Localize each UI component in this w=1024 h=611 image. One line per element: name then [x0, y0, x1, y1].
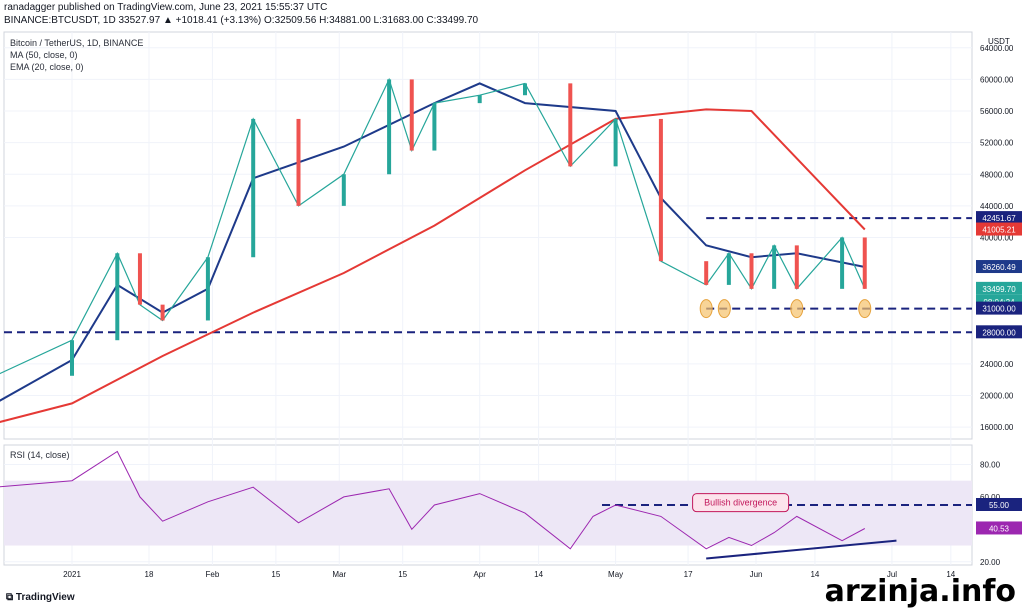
tv-brand: TradingView: [15, 592, 75, 603]
x-tick-label: Feb: [206, 570, 220, 579]
price-candle: [205, 257, 210, 321]
price-y-tick: 52000.00: [980, 139, 1014, 148]
price-candle: [794, 245, 799, 289]
price-candle: [70, 340, 74, 376]
series-ma-line: [0, 108, 866, 423]
x-tick-label: 14: [946, 570, 955, 579]
y-axis: 64000.00 60000.00 56000.00 52000.00 48000.00…: [980, 44, 1014, 567]
price-candle: [409, 79, 414, 151]
price-candle: [115, 253, 120, 341]
series-price-line: [0, 77, 866, 375]
rsi-band: [4, 480, 972, 546]
x-tick-label: 18: [145, 570, 154, 579]
x-tick-label: Jun: [750, 570, 763, 579]
price-candle: [726, 253, 731, 285]
currency-label: USDT: [988, 37, 1010, 46]
tag-rsi: 40.53: [989, 524, 1010, 533]
legend-ma: MA (50, close, 0): [10, 50, 78, 60]
price-y-tick: 56000.00: [980, 107, 1014, 116]
tag-resistance: 42451.67: [982, 214, 1016, 223]
price-candle: [296, 118, 301, 206]
price-candle: [523, 83, 527, 96]
tag-ma-bg: [976, 222, 1022, 236]
price-pane: [3, 31, 973, 440]
price-candle: [772, 245, 777, 289]
x-tick-label: 17: [684, 570, 693, 579]
price-y-tick: 16000.00: [980, 423, 1014, 432]
tag-price: 33499.70: [982, 285, 1016, 294]
rsi-y-tick: 80.00: [980, 460, 1001, 469]
x-tick-label: May: [608, 570, 623, 579]
tag-ma: 41005.21: [982, 226, 1016, 235]
price-y-tick: 64000.00: [980, 44, 1014, 53]
tag-support: 31000.00: [982, 305, 1016, 314]
price-candle: [432, 103, 437, 151]
x-tick-label: 2021: [63, 570, 81, 579]
x-tick-label: 14: [534, 570, 543, 579]
price-candle: [568, 83, 573, 167]
price-candle: [613, 118, 618, 167]
tag-ema-bg: [976, 260, 1022, 274]
rsi-line: [0, 450, 866, 550]
annotations: Bullish divergence: [692, 299, 897, 560]
x-tick-label: 14: [810, 570, 819, 579]
site-watermark: arzinja.info: [824, 574, 1016, 609]
series: [0, 77, 867, 550]
support-highlight: [790, 299, 804, 319]
tag-rsi-level-bg: [976, 498, 1022, 511]
support-highlight: [717, 299, 731, 319]
price-tags: 42451.6741005.2136260.4933499.7008:04:24…: [976, 211, 1022, 535]
price-candle: [704, 261, 709, 285]
tag-ema: 36260.49: [982, 263, 1016, 272]
support-highlight: [699, 299, 713, 319]
legend-pair: Bitcoin / TetherUS, 1D, BINANCE: [10, 38, 144, 48]
price-candle: [840, 237, 845, 289]
rsi-y-tick: 20.00: [980, 558, 1001, 567]
price-y-tick: 24000.00: [980, 360, 1014, 369]
price-y-tick: 44000.00: [980, 202, 1014, 211]
price-candle: [658, 118, 663, 262]
price-candle: [160, 304, 165, 321]
legend-rsi: RSI (14, close): [10, 450, 70, 460]
rsi-y-tick: 60.00: [980, 493, 1001, 502]
x-tick-label: 15: [398, 570, 407, 579]
divergence-box: [692, 493, 790, 513]
price-y-tick: 48000.00: [980, 170, 1014, 179]
publish-line: ranadagger published on TradingView.com,…: [4, 2, 328, 13]
tag-resistance-bg: [976, 211, 1022, 225]
price-y-tick: 40000.00: [980, 233, 1014, 242]
price-candle: [251, 118, 256, 258]
tag-support-low-bg: [976, 325, 1022, 339]
grid: [4, 32, 972, 565]
x-tick-label: Mar: [332, 570, 346, 579]
price-candle: [862, 237, 867, 289]
divergence-label: Bullish divergence: [704, 498, 777, 508]
price-candle: [749, 253, 754, 289]
tradingview-logo[interactable]: ⧉ TradingView: [6, 592, 75, 603]
tv-icon: ⧉: [6, 592, 16, 603]
x-tick-label: 15: [271, 570, 280, 579]
price-candle: [387, 79, 392, 175]
x-tick-label: Apr: [473, 570, 486, 579]
divergence-trendline: [706, 539, 897, 560]
symbol-line: BINANCE:BTCUSDT, 1D 33527.97 ▲ +1018.41 …: [4, 15, 479, 26]
tag-price-bg: [976, 281, 1022, 295]
price-candle: [341, 174, 346, 206]
tag-rsi-bg: [976, 521, 1022, 535]
x-tick-label: Jul: [887, 570, 897, 579]
legend-ema: EMA (20, close, 0): [10, 62, 84, 72]
tag-rsi-level: 55.00: [989, 501, 1010, 510]
price-candle: [477, 95, 482, 104]
support-highlight: [858, 299, 872, 319]
price-y-tick: 20000.00: [980, 392, 1014, 401]
price-y-tick: 60000.00: [980, 75, 1014, 84]
tag-support-low: 28000.00: [982, 328, 1016, 337]
price-candle: [137, 253, 142, 305]
tag-support-bg: [976, 301, 1022, 315]
x-axis: 2021 18 Feb 15 Mar 15 Apr 14 May 17 Jun 14 Jul 14: [63, 570, 956, 579]
